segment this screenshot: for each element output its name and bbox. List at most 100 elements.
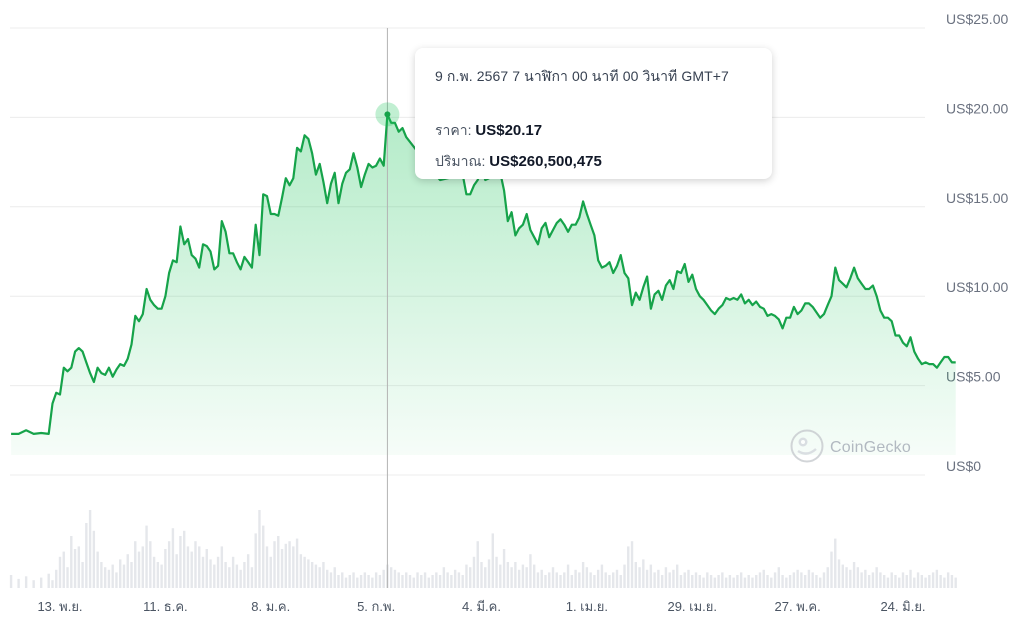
volume-bar <box>333 567 336 588</box>
volume-bar <box>164 549 167 588</box>
volume-bar <box>532 564 536 588</box>
volume-bar <box>675 564 679 588</box>
volume-bar <box>446 572 449 588</box>
volume-bar <box>608 575 611 588</box>
volume-bar <box>548 572 551 588</box>
volume-bar <box>566 564 570 588</box>
volume-bar <box>890 572 893 588</box>
volume-bar <box>653 572 656 588</box>
volume-bar <box>363 572 367 588</box>
volume-bar <box>649 564 653 588</box>
volume-bar <box>702 577 705 588</box>
tooltip-date: 9 ก.พ. 2567 7 นาฬิกา 00 นาที 00 วินาที G… <box>435 68 729 84</box>
volume-bar <box>24 576 28 588</box>
volume-bar <box>201 556 205 588</box>
volume-bar <box>438 575 442 588</box>
volume-bar <box>262 525 265 588</box>
volume-bar <box>931 572 935 588</box>
volume-bar <box>220 546 224 588</box>
volume-bar <box>397 572 400 588</box>
volume-bar <box>326 569 329 588</box>
volume-bar <box>167 541 171 588</box>
y-tick-label: US$15.00 <box>946 190 1008 206</box>
volume-bar <box>886 577 890 588</box>
tooltip-volume-row: ปริมาณ: US$260,500,475 <box>435 151 772 173</box>
volume-bar <box>134 541 137 588</box>
volume-bar <box>894 575 897 588</box>
volume-bar <box>683 572 686 588</box>
y-tick-label: US$20.00 <box>946 100 1008 116</box>
volume-bar <box>235 564 239 588</box>
volume-bar <box>152 556 156 588</box>
volume-bar <box>280 549 284 588</box>
volume-bar <box>529 554 532 588</box>
volume-bar <box>130 562 133 588</box>
volume-bar <box>773 572 777 588</box>
watermark: CoinGecko <box>790 429 911 465</box>
volume-bar <box>374 572 378 588</box>
volume-bar <box>687 569 690 588</box>
volume-bar <box>589 572 592 588</box>
volume-bar <box>469 567 472 588</box>
volume-bar <box>149 541 152 588</box>
volume-bar <box>724 577 728 588</box>
volume-bar <box>600 564 604 588</box>
volume-bar <box>393 569 397 588</box>
volume-bar <box>540 569 543 588</box>
volume-bar <box>856 567 860 588</box>
volume-bar <box>273 541 276 588</box>
volume-bar <box>73 549 77 588</box>
volume-bar <box>871 572 875 588</box>
volume-bar <box>901 572 905 588</box>
volume-bar <box>758 572 762 588</box>
volume-bars <box>9 510 957 588</box>
volume-bar <box>574 569 577 588</box>
volume-bar <box>898 577 901 588</box>
volume-bar <box>826 567 829 588</box>
y-tick-label: US$5.00 <box>946 369 1001 385</box>
y-tick-label: US$25.00 <box>946 11 1008 27</box>
volume-bar <box>186 546 190 588</box>
volume-bar <box>250 567 254 588</box>
volume-bar <box>160 564 163 588</box>
volume-bar <box>792 572 796 588</box>
volume-bar <box>627 546 630 588</box>
volume-bar <box>318 567 321 588</box>
volume-bar <box>638 567 641 588</box>
volume-bar <box>265 546 269 588</box>
volume-bar <box>954 577 957 588</box>
watermark-text: CoinGecko <box>830 439 911 456</box>
x-tick-label: 27. พ.ค. <box>775 599 821 614</box>
x-tick-label: 13. พ.ย. <box>37 599 82 614</box>
volume-bar <box>476 541 479 588</box>
volume-bar <box>668 572 671 588</box>
volume-bar <box>834 538 837 588</box>
volume-bar <box>525 567 528 588</box>
volume-bar <box>314 564 318 588</box>
volume-bar <box>581 562 585 588</box>
volume-bar <box>58 556 62 588</box>
volume-bar <box>119 559 122 588</box>
volume-bar <box>292 546 295 588</box>
volume-bar <box>657 569 660 588</box>
volume-bar <box>879 572 882 588</box>
volume-bar <box>47 573 50 588</box>
volume-bar <box>604 572 607 588</box>
volume-bar <box>337 575 340 588</box>
volume-bar <box>612 572 615 588</box>
x-tick-label: 1. เม.ย. <box>566 599 608 614</box>
volume-bar <box>408 575 412 588</box>
volume-bar <box>307 559 310 588</box>
volume-bar <box>190 551 193 588</box>
volume-bar <box>555 572 558 588</box>
volume-bar <box>819 577 822 588</box>
volume-bar <box>303 556 306 588</box>
volume-bar <box>81 562 84 588</box>
volume-bar <box>499 564 502 588</box>
volume-bar <box>807 569 811 588</box>
volume-bar <box>179 536 182 588</box>
volume-bar <box>766 575 769 588</box>
volume-bar <box>739 572 743 588</box>
